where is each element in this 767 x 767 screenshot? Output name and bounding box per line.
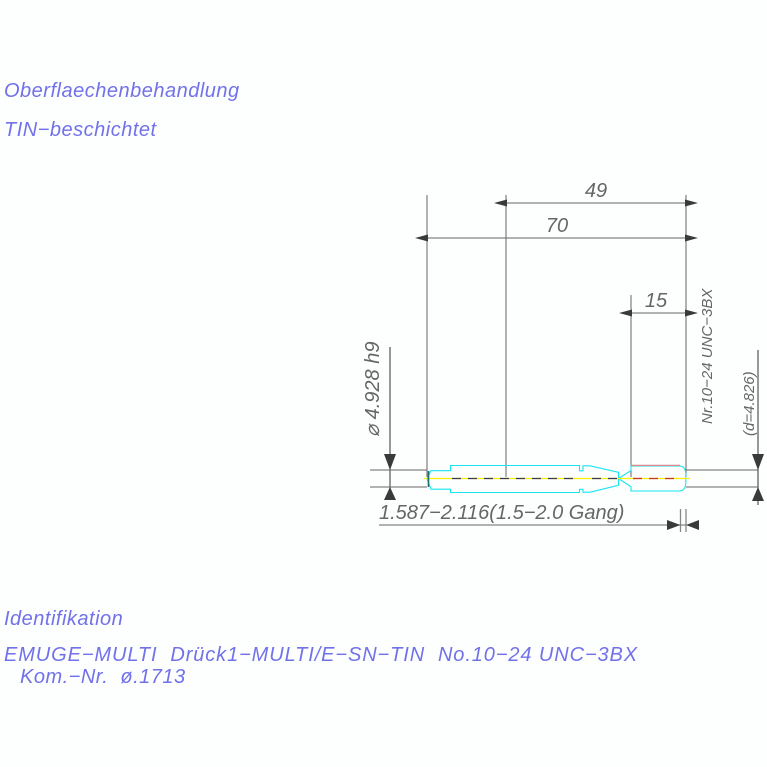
- svg-text:49: 49: [585, 180, 607, 202]
- svg-text:(d=4.826): (d=4.826): [741, 371, 758, 436]
- svg-text:Nr.10−24 UNC−3BX: Nr.10−24 UNC−3BX: [699, 288, 716, 424]
- svg-text:15: 15: [645, 290, 668, 312]
- svg-text:70: 70: [546, 215, 568, 237]
- svg-text:⌀ 4.928 h9: ⌀ 4.928 h9: [362, 342, 384, 437]
- svg-text:1.587−2.116(1.5−2.0 Gang): 1.587−2.116(1.5−2.0 Gang): [379, 502, 624, 524]
